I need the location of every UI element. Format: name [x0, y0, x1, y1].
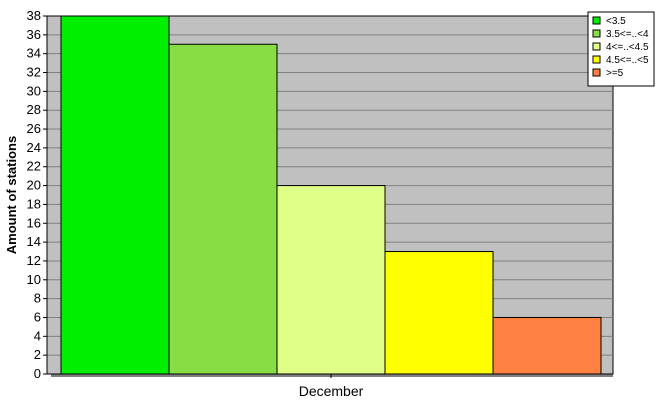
y-tick-label: 38 [27, 8, 41, 23]
y-tick-label: 14 [27, 234, 41, 249]
y-tick-label: 2 [34, 347, 41, 362]
legend: <3.5 3.5<=..<4 4<=..<4.5 4.5<=..<5 >=5 [587, 11, 655, 87]
y-axis-title: Amount of stations [4, 136, 19, 254]
y-tick-label: 22 [27, 159, 41, 174]
bar [60, 15, 170, 375]
y-tick-label: 8 [34, 291, 41, 306]
bar [276, 185, 386, 375]
y-tick-label: 32 [27, 65, 41, 80]
y-tick-label: 28 [27, 102, 41, 117]
legend-label: >=5 [606, 68, 624, 79]
y-tick-label: 24 [27, 140, 41, 155]
legend-label: 4.5<=..<5 [606, 55, 649, 66]
y-tick-label: 16 [27, 215, 41, 230]
legend-label: 3.5<=..<4 [606, 29, 649, 40]
y-tick-label: 30 [27, 83, 41, 98]
y-tick-label: 0 [34, 366, 41, 381]
legend-label: 4<=..<4.5 [606, 42, 649, 53]
legend-label: <3.5 [606, 16, 626, 27]
legend-swatch [592, 68, 601, 77]
bar [168, 43, 278, 375]
y-tick-label: 20 [27, 178, 41, 193]
x-axis-categories: December [299, 374, 364, 399]
y-tick-label: 6 [34, 309, 41, 324]
y-tick-label: 26 [27, 121, 41, 136]
legend-swatch [592, 55, 601, 64]
x-category-label: December [299, 383, 364, 399]
bar [384, 251, 494, 375]
y-tick-label: 10 [27, 272, 41, 287]
legend-swatch [592, 16, 601, 25]
bars [60, 15, 602, 375]
y-tick-label: 36 [27, 27, 41, 42]
y-tick-label: 34 [27, 46, 41, 61]
legend-swatch [592, 29, 601, 38]
y-tick-label: 18 [27, 196, 41, 211]
bar [492, 316, 602, 375]
y-tick-label: 4 [34, 328, 41, 343]
y-tick-label: 12 [27, 253, 41, 268]
legend-swatch [592, 42, 601, 51]
